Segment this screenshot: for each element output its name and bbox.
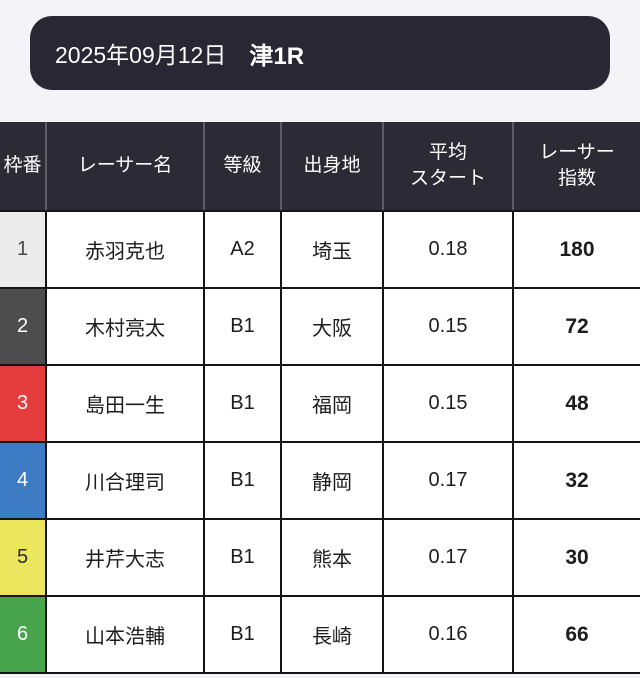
racer-name-cell: 井芹大志: [45, 518, 205, 597]
table-row: 1 赤羽克也 A2 埼玉 0.18 180: [0, 211, 640, 289]
grade-cell: B1: [203, 364, 282, 443]
grade-cell: A2: [203, 211, 282, 289]
waku-cell: 3: [0, 364, 47, 443]
racer-name-cell: 川合理司: [45, 441, 205, 520]
origin-cell: 長崎: [280, 595, 384, 674]
grade-cell: B1: [203, 518, 282, 597]
avg-start-cell: 0.17: [382, 441, 514, 520]
waku-cell: 6: [0, 595, 47, 674]
grade-cell: B1: [203, 441, 282, 520]
origin-cell: 大阪: [280, 287, 384, 366]
waku-cell: 4: [0, 441, 47, 520]
racer-index-cell: 72: [512, 287, 640, 366]
origin-cell: 埼玉: [280, 211, 384, 289]
origin-cell: 静岡: [280, 441, 384, 520]
race-name: 津1R: [249, 42, 305, 70]
avg-start-cell: 0.15: [382, 364, 514, 443]
avg-start-cell: 0.17: [382, 518, 514, 597]
racer-table: 枠番 レーサー名 等級 出身地 平均 スタート レーサー 指数 1 赤羽克也 A…: [0, 122, 640, 674]
table-row: 5 井芹大志 B1 熊本 0.17 30: [0, 518, 640, 597]
avg-start-cell: 0.16: [382, 595, 514, 674]
avg-start-cell: 0.15: [382, 287, 514, 366]
racer-index-cell: 30: [512, 518, 640, 597]
table-row: 2 木村亮太 B1 大阪 0.15 72: [0, 287, 640, 366]
race-date: 2025年09月12日: [55, 42, 227, 68]
waku-cell: 1: [0, 211, 47, 289]
table-row: 4 川合理司 B1 静岡 0.17 32: [0, 441, 640, 520]
col-header-index: レーサー 指数: [513, 122, 640, 212]
col-header-grade: 等級: [204, 122, 282, 212]
col-header-name: レーサー名: [46, 122, 205, 212]
origin-cell: 熊本: [280, 518, 384, 597]
table-row: 6 山本浩輔 B1 長崎 0.16 66: [0, 595, 640, 674]
grade-cell: B1: [203, 287, 282, 366]
table-header-row: 枠番 レーサー名 等級 出身地 平均 スタート レーサー 指数: [0, 122, 640, 212]
racer-index-cell: 180: [512, 211, 640, 289]
avg-start-cell: 0.18: [382, 211, 514, 289]
racer-name-cell: 山本浩輔: [45, 595, 205, 674]
racer-index-cell: 48: [512, 364, 640, 443]
waku-cell: 5: [0, 518, 47, 597]
col-header-avg-start: 平均 スタート: [383, 122, 514, 212]
racer-name-cell: 島田一生: [45, 364, 205, 443]
origin-cell: 福岡: [280, 364, 384, 443]
table-row: 3 島田一生 B1 福岡 0.15 48: [0, 364, 640, 443]
racer-name-cell: 赤羽克也: [45, 211, 205, 289]
col-header-waku: 枠番: [0, 122, 47, 212]
racer-index-cell: 66: [512, 595, 640, 674]
col-header-origin: 出身地: [281, 122, 384, 212]
racer-name-cell: 木村亮太: [45, 287, 205, 366]
racer-index-cell: 32: [512, 441, 640, 520]
race-banner: 2025年09月12日 津1R: [30, 16, 610, 90]
grade-cell: B1: [203, 595, 282, 674]
waku-cell: 2: [0, 287, 47, 366]
